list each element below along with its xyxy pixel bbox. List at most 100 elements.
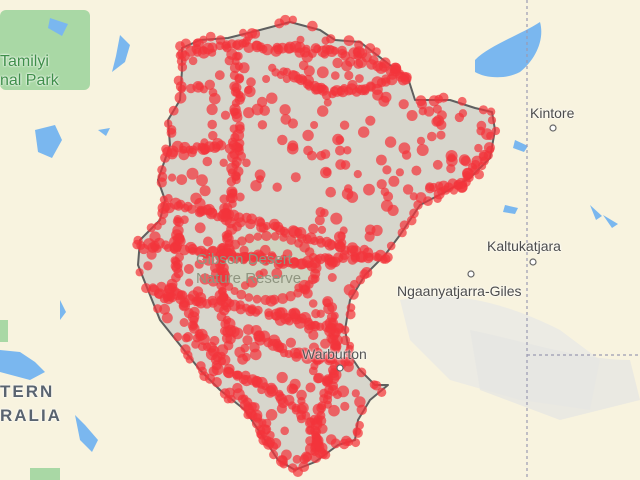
data-point xyxy=(185,278,194,287)
data-point xyxy=(301,51,313,63)
data-point xyxy=(339,250,350,261)
data-point xyxy=(270,232,280,241)
data-point xyxy=(383,191,394,202)
data-point xyxy=(238,251,250,264)
data-point xyxy=(344,70,354,81)
data-point xyxy=(340,325,350,335)
data-point xyxy=(289,308,301,320)
data-point xyxy=(280,426,290,436)
town-label-kintore[interactable]: Kintore xyxy=(530,105,575,121)
data-point xyxy=(301,351,314,364)
data-point xyxy=(216,344,229,356)
data-point xyxy=(311,309,321,319)
data-point xyxy=(318,84,328,94)
data-point xyxy=(328,355,338,365)
data-point xyxy=(416,144,429,156)
data-point xyxy=(254,169,266,181)
data-point xyxy=(487,116,497,125)
data-point xyxy=(211,363,224,376)
town-marker-icon[interactable] xyxy=(549,124,557,132)
data-point xyxy=(343,35,355,46)
data-point xyxy=(350,245,362,257)
data-point xyxy=(340,160,351,170)
data-point xyxy=(196,174,208,187)
data-point xyxy=(351,389,360,398)
data-point xyxy=(177,84,186,93)
data-point xyxy=(279,233,288,242)
data-point xyxy=(354,40,364,50)
data-point xyxy=(226,176,237,187)
data-point xyxy=(261,43,273,56)
data-point xyxy=(288,463,298,473)
data-point xyxy=(310,362,319,370)
data-point xyxy=(388,175,400,187)
data-point xyxy=(325,322,337,334)
town-label-ngaanyatjarra[interactable]: Ngaanyatjarra-Giles xyxy=(397,283,522,299)
data-point xyxy=(437,110,447,121)
data-point xyxy=(388,71,397,80)
data-point xyxy=(168,173,177,182)
data-point xyxy=(210,262,221,273)
town-label-kaltukatjara[interactable]: Kaltukatjara xyxy=(487,238,561,254)
data-point xyxy=(219,388,231,399)
data-point xyxy=(161,312,173,324)
data-point xyxy=(413,200,423,210)
data-point xyxy=(474,169,484,180)
data-point xyxy=(276,403,287,414)
data-point xyxy=(328,404,340,417)
data-point xyxy=(222,366,234,378)
data-point xyxy=(203,236,213,247)
data-point xyxy=(247,374,259,386)
data-point xyxy=(303,145,313,156)
data-point xyxy=(360,84,371,94)
data-point xyxy=(290,172,301,183)
data-point xyxy=(348,289,359,300)
data-point xyxy=(402,184,414,195)
data-point xyxy=(214,70,225,81)
data-point xyxy=(244,233,255,244)
lake-sw xyxy=(0,350,45,380)
data-point xyxy=(279,104,291,116)
town-marker-icon[interactable] xyxy=(529,258,537,266)
data-point xyxy=(286,142,299,155)
data-point xyxy=(161,240,171,250)
data-point xyxy=(486,107,496,116)
town-marker-icon[interactable] xyxy=(467,270,475,278)
data-point xyxy=(305,436,315,446)
data-point xyxy=(363,183,375,196)
data-point xyxy=(323,303,335,315)
data-point xyxy=(220,326,229,336)
data-point xyxy=(231,112,243,123)
data-point xyxy=(304,81,315,91)
data-point xyxy=(146,223,156,233)
data-point xyxy=(339,120,350,130)
data-point xyxy=(265,295,277,307)
data-point xyxy=(265,409,278,421)
data-point xyxy=(159,294,170,304)
lake-west-3 xyxy=(60,300,66,320)
data-point xyxy=(309,414,320,425)
data-point xyxy=(189,306,200,318)
data-point xyxy=(160,201,171,212)
data-point xyxy=(156,177,167,188)
town-marker-icon[interactable] xyxy=(336,364,344,372)
data-point xyxy=(458,109,468,118)
data-point xyxy=(238,62,250,74)
data-point xyxy=(304,324,314,334)
data-point xyxy=(296,389,307,401)
data-point xyxy=(398,99,409,110)
town-label-warburton[interactable]: Warburton xyxy=(302,346,367,362)
data-point xyxy=(382,165,392,175)
data-point xyxy=(398,142,411,155)
data-point xyxy=(237,236,247,246)
data-point xyxy=(324,258,337,270)
data-point xyxy=(371,47,381,57)
lake-kintore xyxy=(475,22,542,78)
data-point xyxy=(232,221,242,232)
data-point xyxy=(322,167,331,177)
data-point xyxy=(310,426,320,436)
data-point xyxy=(445,150,458,162)
data-point xyxy=(478,105,488,115)
